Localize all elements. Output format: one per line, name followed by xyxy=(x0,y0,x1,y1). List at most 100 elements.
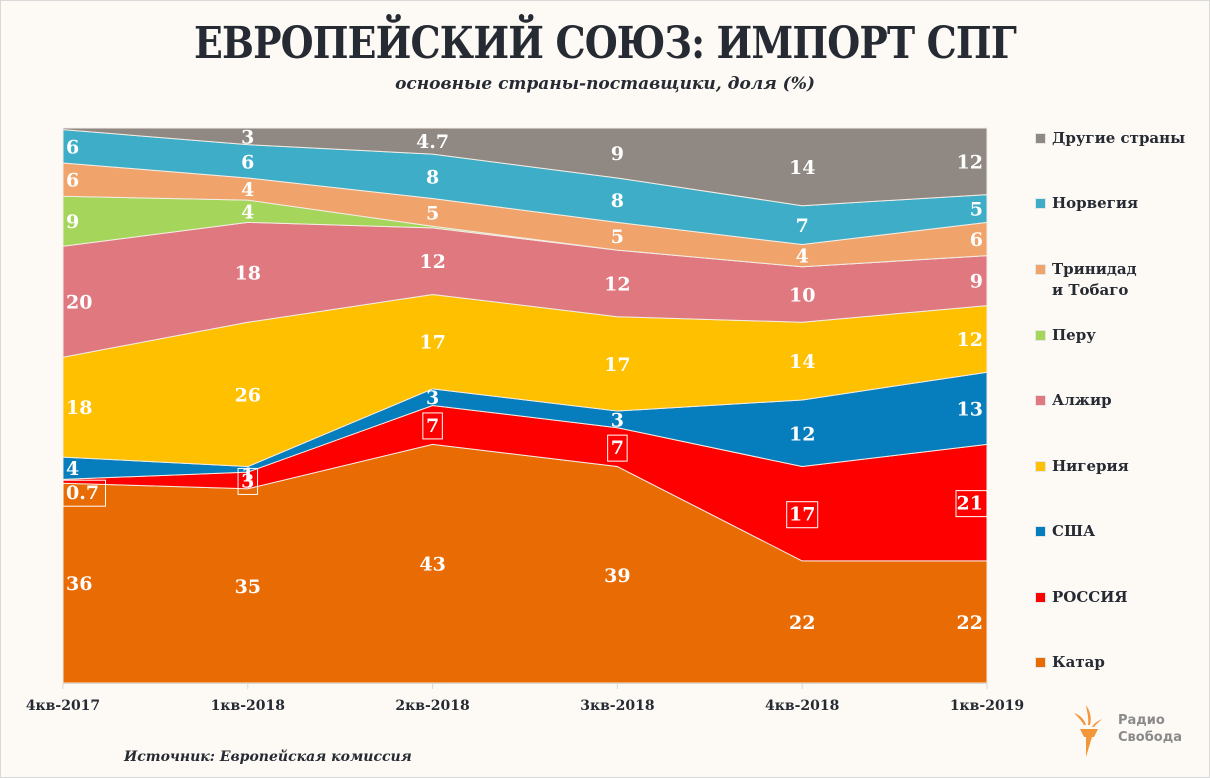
legend-swatch xyxy=(1035,592,1046,603)
data-label: 12 xyxy=(957,329,983,351)
area-Другие страны xyxy=(62,127,988,207)
x-tick-label: 1кв-2019 xyxy=(950,698,1024,714)
russia-label-box xyxy=(422,412,443,440)
legend-swatch xyxy=(1035,526,1046,537)
logo-line-2: Свобода xyxy=(1118,730,1182,745)
data-label: 8 xyxy=(611,190,624,212)
data-label: 12 xyxy=(419,251,445,273)
data-label: 5 xyxy=(970,198,983,220)
data-label: 5 xyxy=(426,202,439,224)
russia-label-box xyxy=(786,501,819,529)
data-label: 18 xyxy=(66,397,92,419)
data-label: 18 xyxy=(235,262,261,284)
data-label: 12 xyxy=(604,273,630,295)
legend-label: Алжир xyxy=(1052,391,1112,409)
legend-swatch xyxy=(1035,198,1046,209)
legend-label: Катар xyxy=(1052,653,1105,671)
legend-item-nigeria: Нигерия xyxy=(1035,456,1192,477)
legend-swatch xyxy=(1035,264,1046,275)
data-label: 26 xyxy=(235,384,261,406)
russia-label-box xyxy=(607,434,628,462)
legend-label: Перу xyxy=(1052,326,1096,344)
data-label: 35 xyxy=(235,576,261,598)
data-label: 6 xyxy=(241,151,254,173)
data-label: 17 xyxy=(604,354,630,376)
legend-label: Нигерия xyxy=(1052,457,1129,475)
data-label: 9 xyxy=(611,143,624,165)
data-label: 7 xyxy=(426,415,439,437)
legend-label: США xyxy=(1052,522,1096,540)
torch-icon xyxy=(1074,705,1102,757)
data-label: 9 xyxy=(970,271,983,293)
data-label: 12 xyxy=(789,423,815,445)
data-label: 20 xyxy=(66,292,92,314)
legend-label: РОССИЯ xyxy=(1052,588,1128,606)
data-label: 7 xyxy=(611,437,624,459)
data-label: 22 xyxy=(789,612,815,634)
logo-text: Радио Свобода xyxy=(1118,712,1182,746)
legend-item-qatar: Катар xyxy=(1035,652,1192,673)
data-label: 3 xyxy=(611,409,624,431)
areas xyxy=(62,127,988,684)
data-label: 0.7 xyxy=(66,482,99,504)
russia-label-box xyxy=(62,479,106,507)
data-label: 36 xyxy=(66,573,92,595)
legend-item-trinidad: Тринидад и Тобаго xyxy=(1035,259,1152,301)
data-label: 5 xyxy=(611,226,624,248)
data-label: 6 xyxy=(66,136,79,158)
data-label: 17 xyxy=(789,504,815,526)
data-label: 3 xyxy=(426,387,439,409)
data-label: 3 xyxy=(241,126,254,148)
data-label: 14 xyxy=(789,351,815,373)
chart-title: ЕВРОПЕЙСКИЙ СОЮЗ: ИМПОРТ СПГ xyxy=(193,18,1017,69)
radio-svoboda-logo: Радио Свобода xyxy=(1072,703,1192,759)
data-label: 12 xyxy=(957,151,983,173)
data-label: 10 xyxy=(789,285,815,307)
legend-label: Тринидад и Тобаго xyxy=(1052,260,1137,299)
x-tick-label: 4кв-2018 xyxy=(765,698,839,714)
legend-item-peru: Перу xyxy=(1035,325,1192,346)
russia-label-box xyxy=(955,490,988,518)
data-label: 1 xyxy=(241,465,254,487)
legend-label: Норвегия xyxy=(1052,194,1139,212)
source-note: Источник: Европейская комиссия xyxy=(124,749,412,765)
legend-swatch xyxy=(1035,657,1046,668)
data-label: 3 xyxy=(241,470,254,492)
data-label: 6 xyxy=(66,170,79,192)
data-label: 7 xyxy=(796,215,809,237)
data-label: 6 xyxy=(970,229,983,251)
data-label: 14 xyxy=(789,157,815,179)
legend-swatch xyxy=(1035,133,1046,144)
logo-line-1: Радио xyxy=(1118,713,1165,728)
x-tick-label: 3кв-2018 xyxy=(580,698,654,714)
legend-swatch xyxy=(1035,330,1046,341)
legend-swatch xyxy=(1035,461,1046,472)
x-tick-label: 4кв-2017 xyxy=(26,698,100,714)
legend-item-algeria: Алжир xyxy=(1035,390,1192,411)
legend-swatch xyxy=(1035,395,1046,406)
data-label: 43 xyxy=(419,554,445,576)
data-label: 4 xyxy=(241,201,254,223)
data-label: 13 xyxy=(957,398,983,420)
x-tick-label: 2кв-2018 xyxy=(395,698,469,714)
data-label: 22 xyxy=(957,612,983,634)
data-label: 39 xyxy=(604,565,630,587)
chart-subtitle: основные страны-поставщики, доля (%) xyxy=(395,74,815,94)
legend-item-russia: РОССИЯ xyxy=(1035,587,1192,608)
russia-label-box xyxy=(237,467,259,495)
data-label: 21 xyxy=(957,493,983,515)
data-label: 4 xyxy=(66,458,79,480)
data-label: 4 xyxy=(796,246,809,268)
data-label: 17 xyxy=(419,332,445,354)
data-label: 8 xyxy=(426,166,439,188)
legend-item-other: Другие страны xyxy=(1035,128,1192,149)
legend-item-usa: США xyxy=(1035,521,1192,542)
legend-item-norway: Норвегия xyxy=(1035,193,1192,214)
data-label: 4 xyxy=(241,179,254,201)
data-label: 9 xyxy=(66,211,79,233)
legend-label: Другие страны xyxy=(1052,129,1186,147)
x-tick-label: 1кв-2018 xyxy=(211,698,285,714)
data-label: 4.7 xyxy=(416,131,449,153)
